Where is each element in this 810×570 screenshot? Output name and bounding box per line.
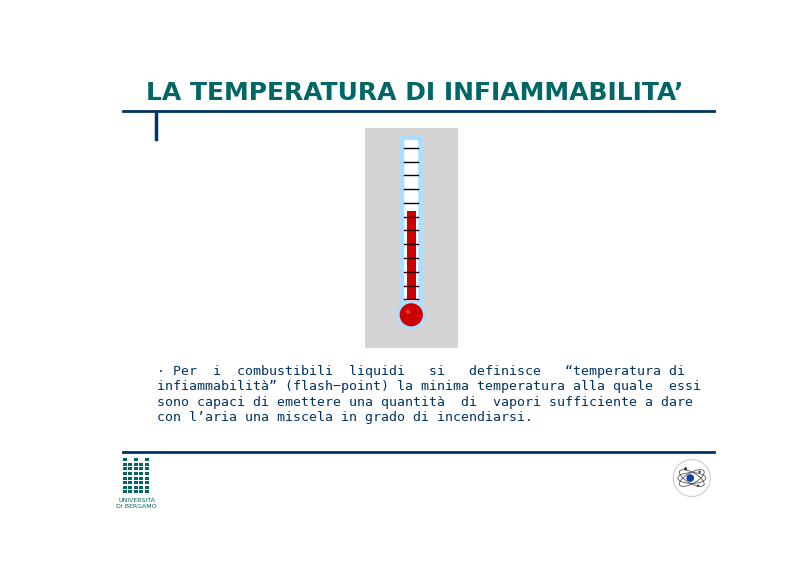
Bar: [128, 463, 132, 466]
Bar: [123, 458, 127, 461]
Bar: [139, 481, 143, 484]
Bar: [145, 477, 148, 479]
Bar: [123, 481, 127, 484]
Bar: [407, 211, 416, 299]
Bar: [145, 490, 148, 494]
Bar: [123, 490, 127, 494]
Bar: [139, 477, 143, 479]
Circle shape: [697, 484, 699, 487]
Circle shape: [406, 310, 411, 314]
Bar: [139, 486, 143, 489]
Bar: [123, 477, 127, 479]
Bar: [364, 128, 458, 348]
Circle shape: [673, 459, 710, 496]
Text: con l’aria una miscela in grado di incendiarsi.: con l’aria una miscela in grado di incen…: [157, 411, 533, 424]
Text: infiammabilità” (flash−point) la minima temperatura alla quale  essi: infiammabilità” (flash−point) la minima …: [157, 380, 701, 393]
Bar: [123, 472, 127, 475]
Bar: [123, 467, 127, 470]
Circle shape: [397, 300, 426, 329]
Bar: [145, 486, 148, 489]
Bar: [139, 467, 143, 470]
Text: sono capaci di emettere una quantità  di  vapori sufficiente a dare: sono capaci di emettere una quantità di …: [157, 396, 693, 409]
Bar: [145, 463, 148, 466]
Bar: [145, 458, 148, 461]
Bar: [145, 472, 148, 475]
Bar: [139, 463, 143, 466]
Bar: [134, 481, 138, 484]
Circle shape: [399, 303, 423, 327]
Bar: [134, 477, 138, 479]
Bar: [123, 463, 127, 466]
Bar: [134, 490, 138, 494]
Bar: [128, 472, 132, 475]
Bar: [128, 490, 132, 494]
Bar: [123, 486, 127, 489]
Bar: [139, 472, 143, 475]
Bar: [134, 463, 138, 466]
Bar: [128, 477, 132, 479]
Bar: [128, 481, 132, 484]
Circle shape: [684, 467, 687, 470]
FancyBboxPatch shape: [399, 136, 423, 306]
Bar: [128, 486, 132, 489]
FancyBboxPatch shape: [404, 140, 418, 301]
Text: · Per  i  combustibili  liquidi   si   definisce   “temperatura di: · Per i combustibili liquidi si definisc…: [157, 365, 685, 378]
Bar: [145, 481, 148, 484]
Bar: [134, 472, 138, 475]
Bar: [145, 467, 148, 470]
Text: UNIVERSITÀ
DI BERGAMO: UNIVERSITÀ DI BERGAMO: [116, 498, 157, 509]
Circle shape: [686, 474, 694, 482]
Bar: [134, 486, 138, 489]
Bar: [134, 467, 138, 470]
Bar: [139, 490, 143, 494]
Text: LA TEMPERATURA DI INFIAMMABILITA’: LA TEMPERATURA DI INFIAMMABILITA’: [147, 81, 684, 105]
Bar: [134, 458, 138, 461]
Bar: [128, 467, 132, 470]
Circle shape: [698, 471, 701, 473]
